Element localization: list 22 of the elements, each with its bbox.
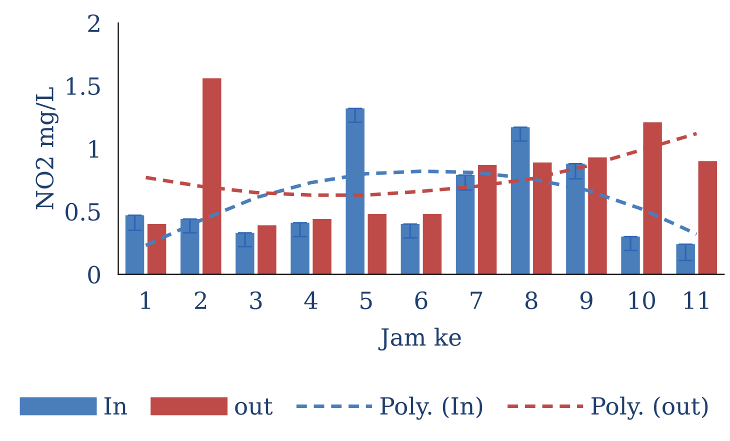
- x-tick-label: 6: [415, 291, 428, 310]
- y-tick-label: 0.5: [66, 202, 100, 221]
- x-tick-label: 10: [629, 291, 655, 310]
- x-tick-label: 9: [580, 291, 592, 310]
- y-tick-label: 1: [89, 140, 98, 158]
- x-tick-label: 4: [304, 291, 318, 309]
- x-tick-label: 2: [194, 291, 206, 309]
- y-tick-label: 2: [88, 14, 100, 32]
- y-tick-label: 1.5: [66, 77, 100, 96]
- x-tick-label: 3: [250, 291, 262, 310]
- y-axis-title: NO2 mg/L: [36, 87, 58, 210]
- y-tick-label: 0: [88, 266, 100, 284]
- x-axis-title: Jam ke: [378, 328, 461, 351]
- x-tick-label: 11: [684, 291, 708, 309]
- x-tick-label: 8: [525, 291, 538, 310]
- legend-label: Poly. (In): [380, 396, 482, 420]
- x-tick-label: 1: [141, 291, 150, 309]
- x-tick-label: 7: [470, 292, 482, 309]
- legend-label: In: [104, 397, 128, 415]
- legend-label: out: [235, 398, 273, 415]
- legend-label: Poly. (out): [592, 396, 708, 420]
- x-tick-label: 5: [360, 292, 372, 310]
